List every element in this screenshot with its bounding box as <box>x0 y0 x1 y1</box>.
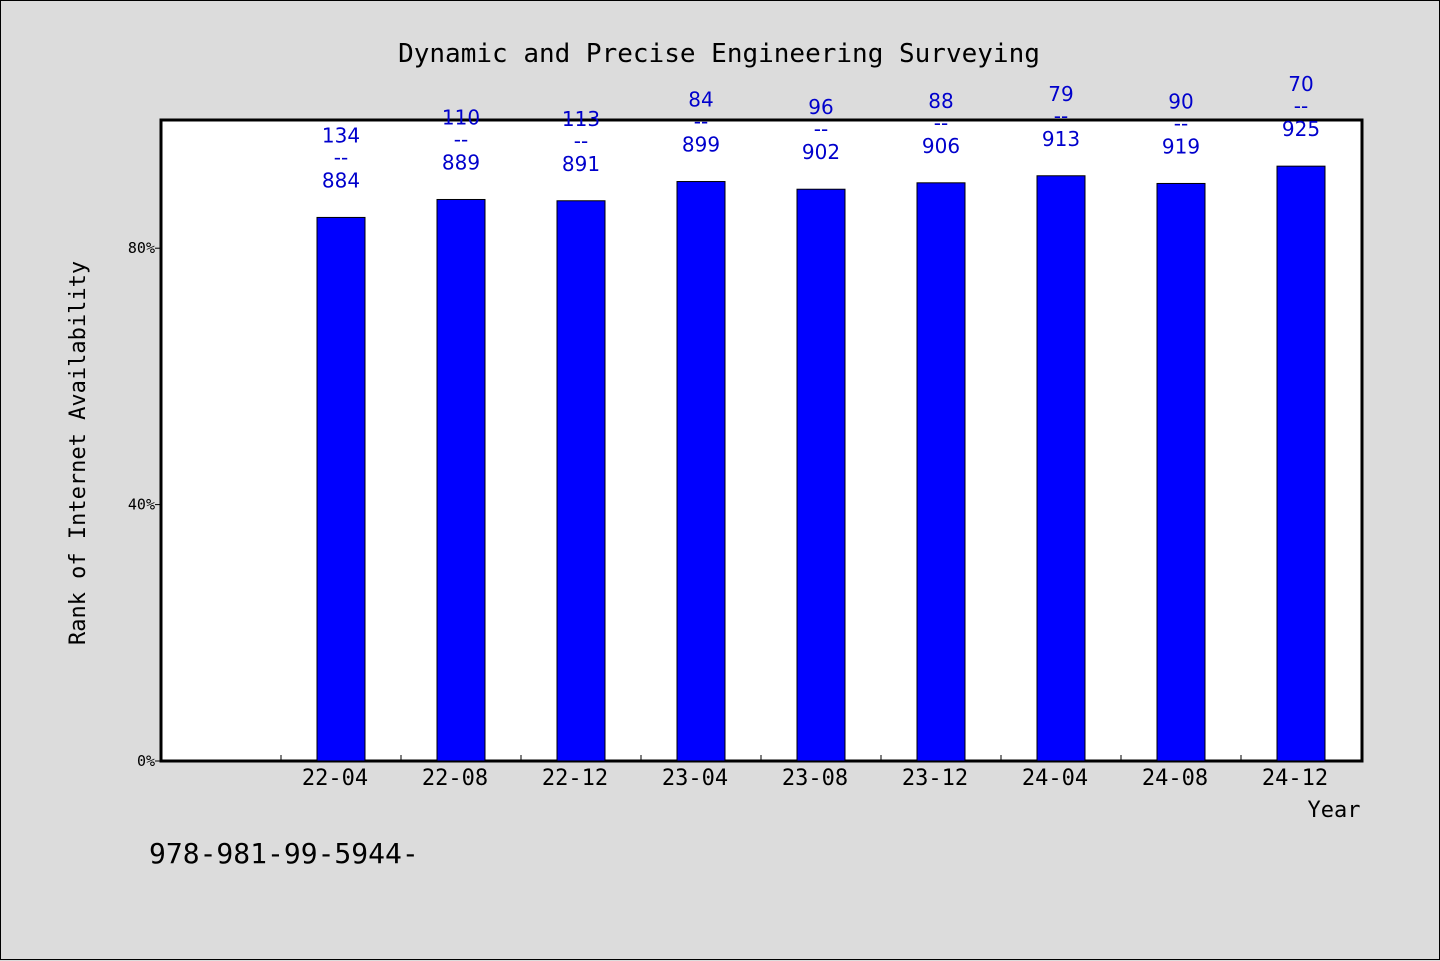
data-label-rank: 79 <box>1048 82 1073 106</box>
data-label-separator: -- <box>574 129 588 153</box>
y-tick-label: 80% <box>128 239 155 257</box>
x-tick-label: 24-12 <box>1262 766 1328 791</box>
x-tick-label: 22-12 <box>542 766 608 791</box>
data-label-rank: 113 <box>562 107 600 131</box>
data-label-separator: -- <box>454 127 468 151</box>
bar-22-08 <box>436 198 486 762</box>
x-tick-label: 22-04 <box>302 766 368 791</box>
x-tick-label: 22-08 <box>422 766 488 791</box>
data-label-rank: 70 <box>1288 72 1313 96</box>
data-label-total: 913 <box>1042 127 1080 151</box>
data-label-total: 891 <box>562 152 600 176</box>
y-tick-label: 40% <box>128 496 155 514</box>
y-axis-label: Rank of Internet Availability <box>66 261 91 645</box>
y-tick-label: 0% <box>137 752 155 770</box>
x-tick-label: 24-04 <box>1022 766 1088 791</box>
data-label-total: 902 <box>802 140 840 164</box>
data-label-total: 906 <box>922 134 960 158</box>
bar-24-08 <box>1156 182 1206 762</box>
data-label-separator: -- <box>1174 111 1188 135</box>
data-label-total: 925 <box>1282 117 1320 141</box>
footer-code: 978-981-99-5944- <box>149 837 419 870</box>
x-axis-label: Year <box>1308 798 1361 823</box>
data-label-total: 884 <box>322 168 360 192</box>
data-label-separator: -- <box>1294 94 1308 118</box>
data-label-rank: 88 <box>928 89 953 113</box>
x-tick-label: 23-12 <box>902 766 968 791</box>
data-label-total: 899 <box>682 133 720 157</box>
bars-group <box>316 165 1326 762</box>
x-tick-label: 23-04 <box>662 766 728 791</box>
data-label-total: 919 <box>1162 134 1200 158</box>
data-label-separator: -- <box>694 110 708 134</box>
data-label-separator: -- <box>1054 104 1068 128</box>
chart-title: Dynamic and Precise Engineering Surveyin… <box>398 39 1040 69</box>
bar-22-12 <box>556 200 606 762</box>
bar-23-04 <box>676 181 726 762</box>
x-tick-label: 24-08 <box>1142 766 1208 791</box>
x-axis: 22-04 22-08 22-12 23-04 23-08 23-12 24-04 24-08… <box>280 755 1362 791</box>
data-label-rank: 134 <box>322 123 360 147</box>
y-axis: 0% 40% 80% <box>128 239 161 770</box>
bar-24-04 <box>1036 175 1086 762</box>
data-label-total: 889 <box>442 150 480 174</box>
bar-22-04 <box>316 216 366 762</box>
data-labels-group: 134--884110--889113--89184--89996--90288… <box>322 72 1320 192</box>
data-label-rank: 96 <box>808 95 833 119</box>
data-label-rank: 110 <box>442 105 480 129</box>
bar-23-08 <box>796 188 846 762</box>
bar-24-12 <box>1276 165 1326 762</box>
data-label-separator: -- <box>934 111 948 135</box>
data-label-separator: -- <box>334 145 348 169</box>
x-tick-label: 23-08 <box>782 766 848 791</box>
data-label-rank: 90 <box>1168 89 1193 113</box>
data-label-separator: -- <box>814 117 828 141</box>
data-label-rank: 84 <box>688 88 713 112</box>
bar-23-12 <box>916 182 966 762</box>
